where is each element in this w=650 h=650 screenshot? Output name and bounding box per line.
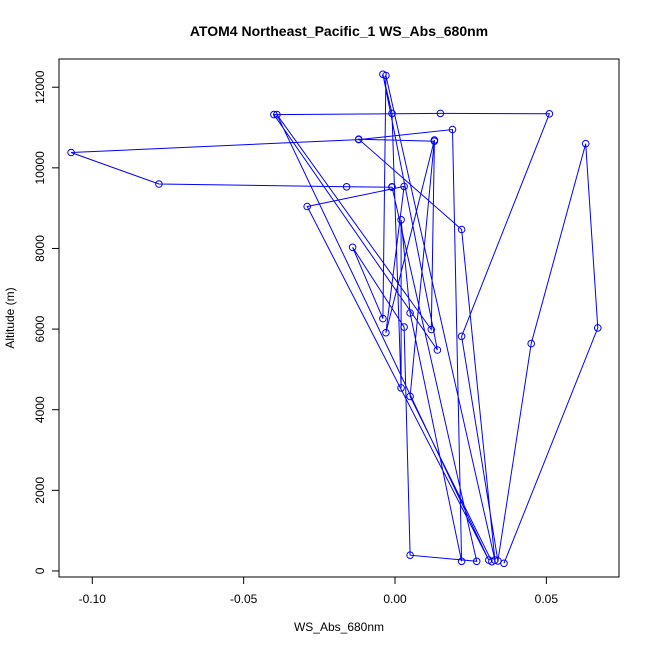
x-tick-label: 0.05 xyxy=(535,592,559,606)
data-point xyxy=(348,243,357,252)
data-point xyxy=(67,148,75,157)
data-point xyxy=(342,183,351,191)
data-point xyxy=(303,202,312,211)
y-tick-label: 12000 xyxy=(33,70,47,104)
data-point xyxy=(581,139,590,148)
data-point xyxy=(406,392,414,401)
data-point xyxy=(379,314,387,323)
data-point xyxy=(382,71,390,80)
data-point xyxy=(488,557,496,566)
data-point xyxy=(527,339,536,348)
x-axis: -0.10 -0.05 0.00 0.05 xyxy=(79,577,559,606)
data-point xyxy=(457,557,466,566)
x-tick-label: -0.10 xyxy=(79,592,107,606)
y-tick-label: 10000 xyxy=(33,151,47,185)
data-point xyxy=(494,557,502,565)
series-layer xyxy=(67,70,602,568)
plot-frame xyxy=(58,58,620,578)
data-point xyxy=(388,109,396,118)
data-point xyxy=(406,551,414,560)
series-line xyxy=(70,74,599,564)
y-tick-label: 8000 xyxy=(33,235,47,262)
chart-title: ATOM4 Northeast_Pacific_1 WS_Abs_680nm xyxy=(190,23,488,39)
data-point xyxy=(270,110,278,119)
data-point xyxy=(448,125,457,134)
data-point xyxy=(273,110,281,119)
data-point xyxy=(594,324,602,332)
data-point xyxy=(155,180,163,188)
y-axis-label: Altitude (m) xyxy=(3,287,17,348)
data-point xyxy=(406,309,414,317)
data-point xyxy=(427,325,436,334)
data-point xyxy=(545,110,554,118)
x-tick-label: -0.05 xyxy=(230,592,258,606)
y-tick-label: 0 xyxy=(33,567,47,574)
data-point xyxy=(354,135,363,143)
data-point xyxy=(400,182,408,191)
y-axis: 0 2000 4000 6000 8000 10000 12000 xyxy=(33,70,59,574)
data-point xyxy=(400,323,408,331)
data-point xyxy=(433,346,442,354)
data-point xyxy=(397,216,405,224)
data-point xyxy=(436,109,445,118)
data-point xyxy=(382,328,390,337)
data-point xyxy=(397,384,405,392)
x-axis-label: WS_Abs_680nm xyxy=(294,620,384,634)
data-point xyxy=(430,136,439,144)
y-tick-label: 6000 xyxy=(33,315,47,342)
data-point xyxy=(472,557,481,566)
data-point xyxy=(388,183,396,191)
y-tick-label: 2000 xyxy=(33,477,47,504)
data-point xyxy=(457,225,466,234)
data-point xyxy=(457,332,466,341)
x-tick-label: 0.00 xyxy=(383,592,407,606)
y-tick-label: 4000 xyxy=(33,396,47,423)
